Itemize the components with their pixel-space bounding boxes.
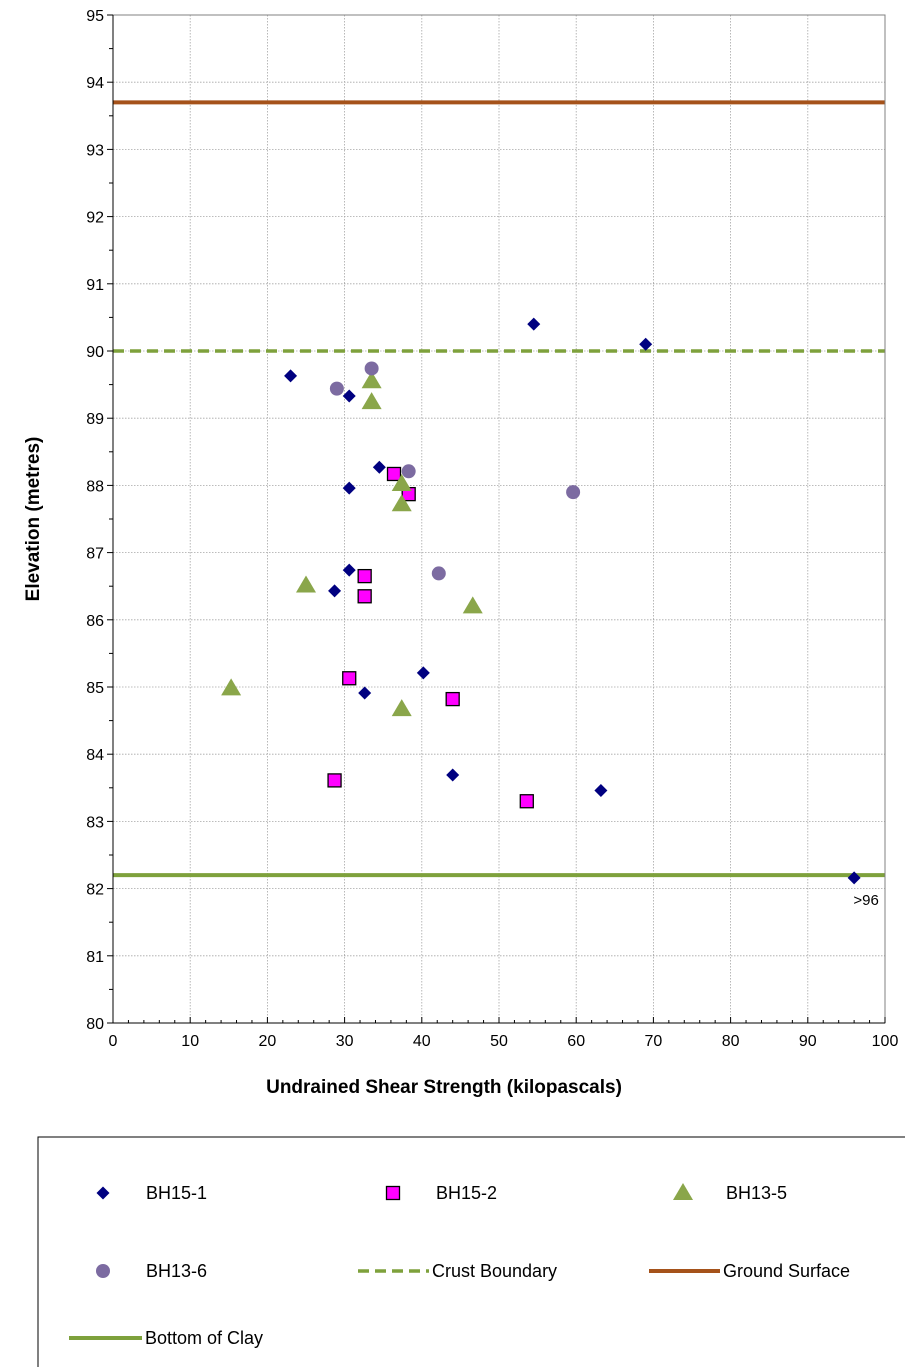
data-point — [342, 671, 357, 686]
legend-symbol — [385, 1185, 401, 1201]
data-point — [386, 466, 402, 482]
y-tick-label: 84 — [86, 747, 104, 764]
grid-lines — [113, 15, 885, 1023]
legend: BH15-1 BH15-2 BH13-5 BH13-6 Crust Boundary Gr… — [69, 1183, 850, 1348]
data-point — [372, 460, 386, 474]
legend-label: BH15-2 — [436, 1183, 497, 1203]
data-point — [462, 596, 483, 614]
data-point — [566, 485, 581, 500]
y-tick-label: 92 — [86, 210, 104, 227]
data-point — [401, 464, 416, 479]
data-point — [847, 871, 861, 885]
y-tick-label: 82 — [86, 882, 104, 899]
legend-label: BH15-1 — [146, 1183, 207, 1203]
y-tick-label: 83 — [86, 814, 104, 831]
y-tick-label: 80 — [86, 1016, 104, 1033]
data-point — [328, 584, 342, 598]
x-axis-title: Undrained Shear Strength (kilopascals) — [266, 1077, 622, 1098]
annotations: >96 — [853, 892, 878, 909]
y-tick-label: 91 — [86, 277, 104, 294]
data-point — [391, 494, 412, 512]
legend-symbol — [96, 1264, 110, 1278]
x-tick-label: 10 — [181, 1033, 199, 1050]
legend-label: Ground Surface — [723, 1261, 850, 1281]
x-tick-label: 30 — [336, 1033, 354, 1050]
x-tick-label: 20 — [259, 1033, 277, 1050]
legend-label: BH13-6 — [146, 1261, 207, 1281]
data-point — [527, 317, 541, 331]
y-tick-label: 88 — [86, 478, 104, 495]
y-tick-label: 89 — [86, 411, 104, 428]
reference-lines — [113, 100, 885, 878]
data-point — [391, 474, 412, 492]
x-tick-label: 70 — [645, 1033, 663, 1050]
x-tick-label: 0 — [109, 1033, 118, 1050]
x-tick-label: 60 — [567, 1033, 585, 1050]
y-tick-label: 86 — [86, 613, 104, 630]
y-axis-title: Elevation (metres) — [23, 437, 44, 602]
data-point — [342, 481, 356, 495]
data-point — [446, 768, 460, 782]
x-tick-label: 80 — [722, 1033, 740, 1050]
data-point — [364, 361, 379, 376]
y-tick-label: 94 — [86, 75, 104, 92]
legend-label: Crust Boundary — [432, 1261, 557, 1281]
data-point — [391, 699, 412, 717]
x-tick-label: 100 — [872, 1033, 899, 1050]
legend-symbol — [673, 1183, 693, 1200]
y-tick-label: 93 — [86, 142, 104, 159]
legend-box — [37, 1136, 905, 1367]
data-point — [445, 691, 460, 707]
legend-label: Bottom of Clay — [145, 1328, 263, 1348]
data-point — [431, 566, 446, 581]
x-tick-label: 40 — [413, 1033, 431, 1050]
data-point — [357, 589, 372, 604]
data-point — [416, 666, 430, 680]
x-tick-label: 90 — [799, 1033, 817, 1050]
data-point — [639, 337, 653, 351]
legend-label: BH13-5 — [726, 1183, 787, 1203]
y-tick-label: 90 — [86, 344, 104, 361]
data-point — [519, 794, 534, 809]
data-point — [296, 575, 316, 593]
data-markers — [221, 317, 861, 885]
data-point — [357, 568, 372, 584]
y-tick-label: 85 — [86, 680, 104, 697]
data-point — [361, 371, 382, 389]
data-point — [361, 392, 382, 410]
y-tick-label: 87 — [86, 546, 104, 563]
data-point — [342, 563, 356, 577]
y-tick-label: 81 — [86, 949, 104, 966]
data-point — [284, 369, 298, 383]
y-tick-label: 95 — [86, 8, 104, 25]
legend-symbol — [96, 1186, 110, 1200]
data-point — [327, 773, 342, 788]
axes: 0 10 20 30 40 50 60 70 80 90 100 80 81 82 83 84 85 86 87 88… — [86, 8, 898, 1050]
data-point — [329, 381, 344, 396]
data-point — [358, 686, 372, 700]
data-point — [342, 389, 356, 403]
point-annotation: >96 — [853, 892, 878, 909]
data-point — [221, 678, 242, 696]
data-point — [594, 783, 608, 797]
x-tick-label: 50 — [490, 1033, 508, 1050]
